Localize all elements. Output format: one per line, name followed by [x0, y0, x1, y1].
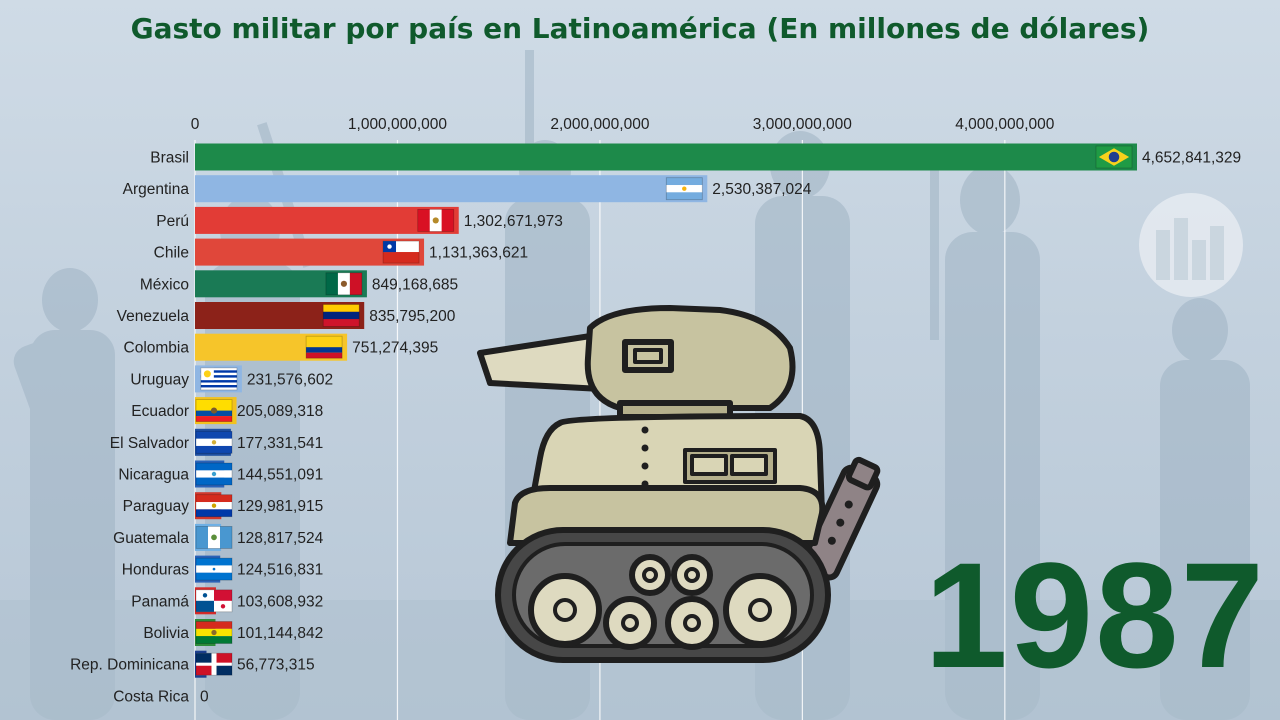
- bar-row: México 849,168,685: [140, 270, 458, 298]
- value-label: 128,817,524: [237, 530, 324, 547]
- x-tick-label: 4,000,000,000: [955, 116, 1055, 133]
- cartoon-tank-illustration: [477, 305, 881, 663]
- bar-row: El Salvador 177,331,541: [110, 428, 323, 456]
- bar-row: Honduras 124,516,831: [122, 555, 323, 583]
- category-label: Guatemala: [113, 530, 189, 547]
- value-label: 849,168,685: [372, 276, 458, 293]
- watermark-logo-icon: [1139, 193, 1243, 297]
- category-label: Perú: [156, 213, 189, 230]
- x-axis-ticks: 0 1,000,000,000 2,000,000,000 3,000,000,000…: [191, 116, 1055, 133]
- bar-row: Uruguay 231,576,602: [130, 365, 333, 393]
- bar-row: Costa Rica 0: [113, 688, 209, 705]
- value-label: 751,274,395: [352, 340, 438, 357]
- nicaragua-flag-icon: [195, 462, 233, 486]
- value-label: 124,516,831: [237, 562, 323, 579]
- dominican-republic-flag-icon: [195, 652, 233, 676]
- category-label: Venezuela: [117, 308, 190, 325]
- bar-row: Panamá 103,608,932: [131, 587, 323, 615]
- category-label: Ecuador: [131, 403, 189, 420]
- value-label: 0: [200, 688, 209, 705]
- value-label: 56,773,315: [237, 657, 315, 674]
- value-label: 4,652,841,329: [1142, 150, 1241, 167]
- value-label: 1,302,671,973: [464, 213, 563, 230]
- value-label: 101,144,842: [237, 625, 323, 642]
- category-label: Honduras: [122, 562, 189, 579]
- category-label: Brasil: [150, 150, 189, 167]
- category-label: Paraguay: [123, 498, 190, 515]
- x-tick-label: 3,000,000,000: [753, 116, 853, 133]
- bar-row: Nicaragua 144,551,091: [118, 460, 323, 488]
- bar-row: Chile 1,131,363,621: [154, 238, 528, 266]
- chart-title: Gasto militar por país en Latinoamérica …: [130, 12, 1150, 45]
- value-label: 103,608,932: [237, 593, 323, 610]
- value-label: 144,551,091: [237, 467, 323, 484]
- category-label: Costa Rica: [113, 688, 189, 705]
- value-label: 177,331,541: [237, 435, 323, 452]
- honduras-flag-icon: [195, 557, 233, 581]
- value-label: 835,795,200: [369, 308, 456, 325]
- bar-row: Venezuela 835,795,200: [117, 302, 456, 329]
- bars: Brasil 4,652,841,329 Argentina 2,530,387,02…: [70, 143, 1241, 705]
- category-label: El Salvador: [110, 435, 189, 452]
- bolivia-flag-icon: [195, 621, 233, 644]
- guatemala-flag-icon: [195, 526, 233, 549]
- bar-row: Argentina 2,530,387,024: [123, 175, 812, 203]
- bar: [195, 143, 1137, 171]
- value-label: 205,089,318: [237, 403, 323, 420]
- el-salvador-flag-icon: [195, 430, 233, 454]
- bar: [195, 206, 459, 234]
- category-label: México: [140, 276, 189, 293]
- bar-row: Paraguay 129,981,915: [123, 492, 323, 520]
- x-tick-label: 2,000,000,000: [550, 116, 650, 133]
- paraguay-flag-icon: [195, 494, 233, 518]
- chile-flag-icon: [382, 240, 420, 264]
- bar-row: Bolivia 101,144,842: [143, 619, 323, 646]
- category-label: Chile: [154, 245, 189, 262]
- brazil-flag-icon: [1095, 145, 1133, 169]
- value-label: 231,576,602: [247, 371, 333, 388]
- colombia-flag-icon: [305, 335, 343, 359]
- mexico-flag-icon: [325, 272, 363, 296]
- panama-flag-icon: [195, 589, 233, 613]
- bar-row: Rep. Dominicana 56,773,315: [70, 650, 315, 678]
- uruguay-flag-icon: [200, 367, 238, 391]
- category-label: Colombia: [124, 340, 190, 357]
- bar-row: Perú 1,302,671,973: [156, 206, 563, 234]
- bar: [195, 175, 708, 203]
- category-label: Rep. Dominicana: [70, 657, 189, 674]
- value-label: 129,981,915: [237, 498, 323, 515]
- peru-flag-icon: [417, 208, 455, 232]
- value-label: 1,131,363,621: [429, 245, 528, 262]
- x-tick-label: 1,000,000,000: [348, 116, 448, 133]
- bar-row: Colombia 751,274,395: [124, 333, 438, 361]
- bar-row: Ecuador 205,089,318: [131, 397, 323, 425]
- category-label: Panamá: [131, 593, 189, 610]
- category-label: Bolivia: [143, 625, 189, 642]
- bar-row: Guatemala 128,817,524: [113, 523, 324, 551]
- x-tick-label: 0: [191, 116, 200, 133]
- category-label: Nicaragua: [118, 467, 189, 484]
- venezuela-flag-icon: [322, 304, 360, 327]
- bar-row: Brasil 4,652,841,329: [150, 143, 1241, 171]
- ecuador-flag-icon: [195, 399, 233, 423]
- year-label: 1987: [924, 531, 1266, 699]
- value-label: 2,530,387,024: [712, 181, 812, 198]
- category-label: Argentina: [123, 181, 190, 198]
- argentina-flag-icon: [665, 177, 703, 201]
- category-label: Uruguay: [130, 371, 189, 388]
